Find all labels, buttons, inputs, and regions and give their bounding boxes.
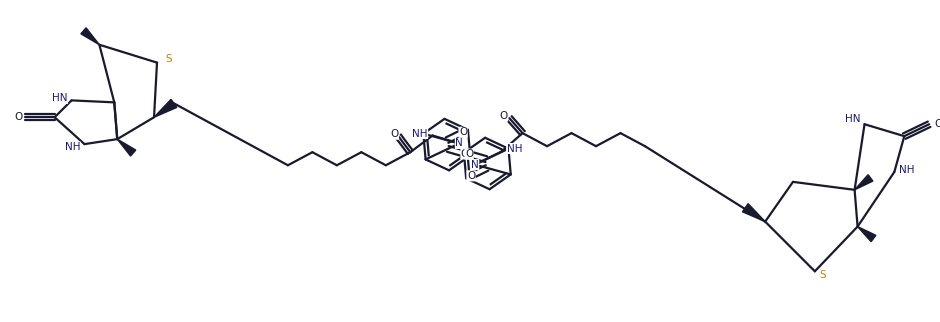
Text: NH: NH bbox=[65, 142, 81, 152]
Polygon shape bbox=[743, 204, 765, 222]
Text: N: N bbox=[471, 160, 478, 170]
Text: O: O bbox=[934, 119, 940, 129]
Text: NH: NH bbox=[412, 128, 428, 138]
Polygon shape bbox=[118, 139, 135, 156]
Text: NH: NH bbox=[900, 165, 915, 175]
Text: HN: HN bbox=[52, 93, 68, 103]
Polygon shape bbox=[854, 175, 873, 190]
Text: HN: HN bbox=[845, 114, 860, 124]
Polygon shape bbox=[857, 227, 876, 242]
Polygon shape bbox=[154, 99, 177, 117]
Text: O: O bbox=[465, 149, 473, 159]
Text: O: O bbox=[499, 111, 508, 121]
Text: O: O bbox=[390, 129, 399, 139]
Text: NH: NH bbox=[507, 144, 522, 154]
Text: S: S bbox=[820, 270, 826, 280]
Text: O: O bbox=[15, 112, 23, 122]
Text: O: O bbox=[461, 149, 469, 159]
Text: O: O bbox=[459, 127, 467, 137]
Polygon shape bbox=[81, 28, 100, 45]
Text: O: O bbox=[467, 171, 475, 181]
Text: N: N bbox=[455, 138, 463, 148]
Text: S: S bbox=[164, 54, 172, 64]
